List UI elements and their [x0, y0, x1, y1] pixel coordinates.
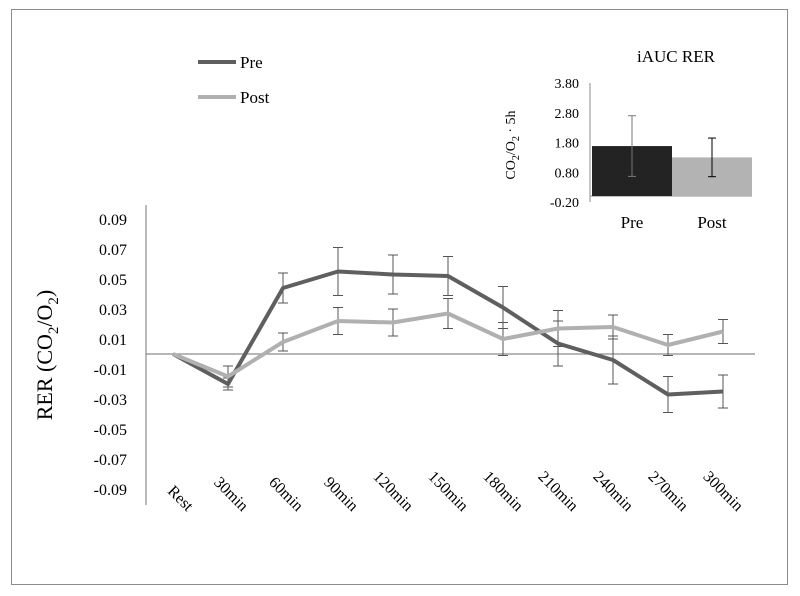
x-tick-label: 270min [645, 468, 692, 515]
y-axis-label: RER (CO2/O2) [32, 290, 62, 421]
x-tick-label: 90min [320, 474, 361, 515]
inset-category-label: Post [697, 213, 727, 232]
series-line-pre [172, 269, 724, 397]
x-tick-label: 300min [700, 468, 747, 515]
legend-label-post: Post [240, 88, 270, 107]
y-tick-label: 0.05 [99, 272, 127, 289]
inset-y-tick-labels: 3.80 2.80 1.80 0.80 -0.20 [550, 77, 579, 211]
y-tick-label: 0.01 [99, 332, 127, 349]
x-tick-label: 180min [480, 468, 527, 515]
y-tick-label: -0.03 [94, 392, 127, 409]
y-tick-labels: 0.09 0.07 0.05 0.03 0.01 -0.01 -0.03 -0.05 -0.07… [94, 212, 127, 499]
inset-y-tick-label: 0.80 [555, 166, 580, 181]
x-tick-label: 60min [265, 474, 306, 515]
chart-frame [11, 9, 788, 585]
series-pre [172, 247, 728, 413]
legend-label-pre: Pre [240, 53, 263, 72]
inset-title: iAUC RER [637, 47, 716, 66]
inset-y-tick-label: 2.80 [555, 107, 580, 122]
inset-y-tick-label: -0.20 [550, 196, 579, 211]
x-tick-label: 120min [370, 468, 417, 515]
y-tick-label: 0.03 [99, 302, 127, 319]
legend: Pre Post [198, 53, 270, 107]
inset-chart: iAUC RER CO2/O2 · 5h 3.80 2.80 1.80 0.80 -0.… [504, 47, 752, 232]
x-tick-label: 30min [210, 474, 251, 515]
x-tick-label: 210min [535, 468, 582, 515]
y-tick-label: 0.07 [99, 242, 127, 259]
series-post [172, 298, 728, 388]
inset-category-labels: Pre Post [621, 213, 727, 232]
y-tick-label: -0.09 [94, 482, 127, 499]
x-tick-label: 240min [590, 468, 637, 515]
inset-y-axis-label: CO2/O2 · 5h [504, 110, 522, 179]
x-tick-labels: Rest 30min 60min 90min 120min 150min 180min 210… [164, 468, 746, 515]
y-tick-label: -0.05 [94, 422, 127, 439]
series-line-post [172, 311, 724, 379]
inset-category-label: Pre [621, 213, 644, 232]
inset-bars [592, 115, 752, 197]
inset-y-tick-label: 3.80 [555, 77, 580, 92]
x-tick-label: Rest [164, 483, 197, 516]
x-tick-label: 150min [425, 468, 472, 515]
inset-y-tick-label: 1.80 [555, 137, 580, 152]
y-tick-label: -0.01 [94, 362, 127, 379]
series-layer [172, 247, 728, 413]
y-tick-label: -0.07 [94, 452, 127, 469]
y-tick-label: 0.09 [99, 212, 127, 229]
